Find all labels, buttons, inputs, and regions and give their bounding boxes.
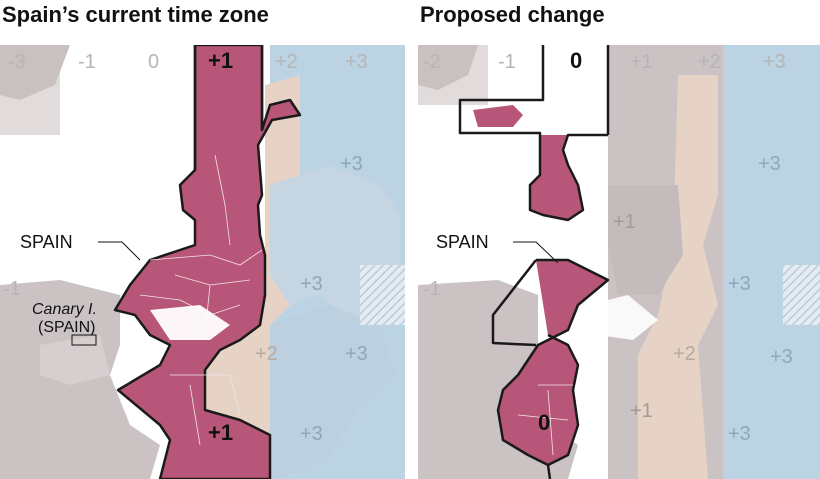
zone-label: +1 (613, 211, 636, 233)
zone-plus-3-region (723, 45, 820, 479)
offset-label: -1 (78, 51, 96, 73)
zone-label: +2 (673, 343, 696, 365)
zone-label: +3 (758, 153, 781, 175)
greenland-landmass (418, 45, 478, 90)
offset-label: -2 (423, 51, 441, 73)
spain-leader-line (98, 241, 141, 261)
zone-label: +3 (300, 423, 323, 445)
spain-label: SPAIN (20, 232, 73, 252)
mediterranean-sea (588, 295, 658, 340)
zone-label: +3 (345, 343, 368, 365)
zone-label: -1 (423, 278, 441, 300)
greenland-landmass (0, 45, 70, 100)
offset-label: -1 (498, 51, 516, 73)
zone-plus-2-region (638, 75, 718, 479)
canary-islands-sublabel: (SPAIN) (38, 319, 95, 336)
highlighted-zone-bottom-label: +1 (208, 420, 233, 445)
utc-0-zone-outer-boundary (491, 259, 537, 347)
zone-label: +3 (770, 346, 793, 368)
current-time-zone-map: -3 -1 0 +1 +2 +3 +3 +3 +2 +3 +3 -1 +1 SP… (0, 45, 405, 479)
offset-label: +3 (763, 51, 786, 73)
offset-label: +2 (275, 51, 298, 73)
proposed-change-map: -2 -1 0 +1 +2 +3 +3 +1 +3 +2 +3 +1 +3 -1… (418, 45, 820, 479)
iberia-west-africa-highlighted (496, 258, 610, 467)
current-time-zone-title: Spain’s current time zone (2, 2, 269, 27)
offset-label: +2 (698, 51, 721, 73)
middle-east-landmass (270, 305, 395, 479)
current-time-zone-panel: Spain’s current time zone (0, 0, 405, 479)
zone-label: -1 (3, 278, 21, 300)
offset-label: -3 (8, 51, 26, 73)
iceland-highlighted (473, 105, 523, 127)
disputed-hatched-area (360, 265, 405, 325)
highlighted-offset-label: +1 (208, 48, 233, 73)
atlantic-africa-coast (40, 335, 110, 385)
uk-ireland-highlighted (528, 133, 608, 222)
zone-label: +2 (255, 343, 278, 365)
zone-label: +3 (340, 153, 363, 175)
spain-label: SPAIN (436, 232, 489, 252)
zone-label: +3 (728, 423, 751, 445)
highlighted-offset-label: 0 (570, 48, 582, 73)
central-europe-landmass (608, 185, 683, 295)
proposed-change-panel: Proposed change (418, 0, 820, 479)
offset-label: 0 (148, 51, 159, 73)
canary-islands-marker (71, 334, 97, 346)
canary-islands-label: Canary I. (32, 301, 97, 318)
highlighted-zone-bottom-label: 0 (538, 410, 550, 435)
utc-0-zone-bottom-boundary (546, 464, 552, 479)
utc-0-zone-boundary-north (458, 45, 545, 135)
offset-label: +1 (630, 51, 653, 73)
spain-leader-line (513, 241, 559, 264)
zone-label: +3 (728, 273, 751, 295)
offset-label: +3 (345, 51, 368, 73)
utc-plus-1-highlighted-zone (113, 45, 302, 479)
disputed-hatched-area (783, 265, 820, 325)
proposed-change-title: Proposed change (420, 2, 605, 27)
zone-label: +1 (630, 400, 653, 422)
mediterranean-sea (150, 305, 230, 340)
zone-plus-2-region (205, 75, 300, 479)
country-borders (517, 384, 573, 456)
zone-label: +3 (300, 273, 323, 295)
